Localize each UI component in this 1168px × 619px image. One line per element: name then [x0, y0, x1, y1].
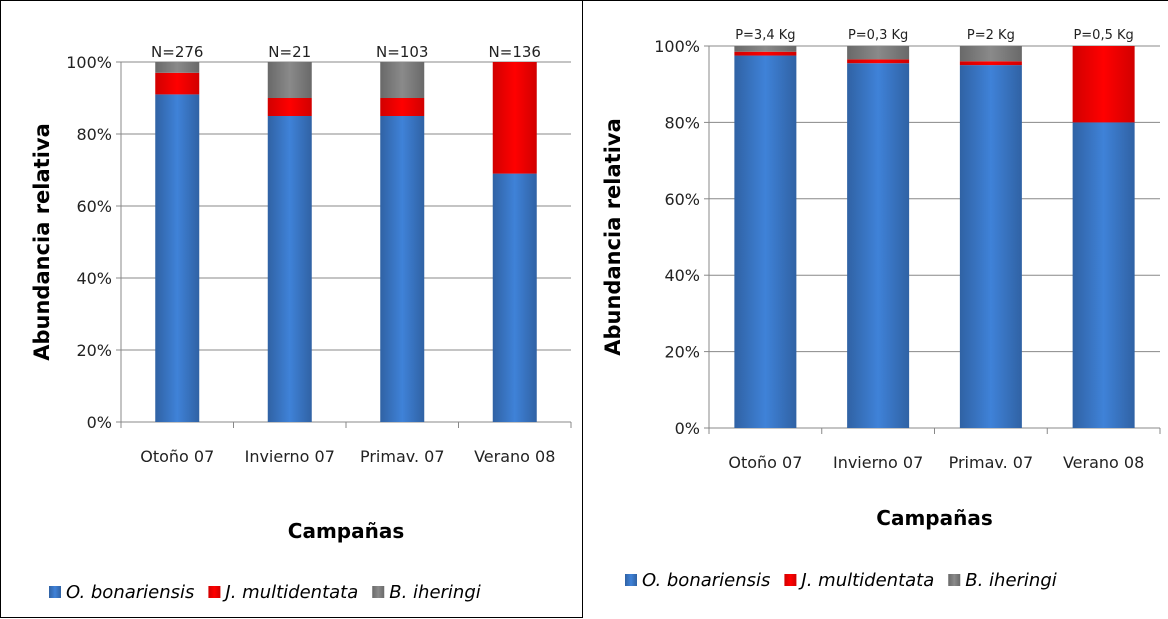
y-tick-label: 60% [76, 197, 112, 216]
bar-top-label: N=103 [376, 43, 428, 61]
y-tick-label: 100% [66, 53, 112, 72]
bar-top-label: P=0,3 Kg [848, 28, 908, 43]
bar-top-label: N=21 [268, 43, 311, 61]
y-tick-label: 100% [654, 37, 700, 56]
bar-o--bonariensis [155, 94, 200, 423]
chart-left: 0% 20% 40% 60% 80% 100% Otoño 07 N=276 Invierno … [30, 43, 572, 603]
bar-b--iheringi [267, 62, 312, 98]
y-tick-label: 80% [76, 125, 112, 144]
legend-label: B. iheringi [965, 570, 1057, 591]
bar-j--multidentata [155, 72, 200, 95]
chart-right: 0% 20% 40% 60% 80% 100% Otoño 07 P=3,4 Kg Invier… [601, 28, 1161, 591]
bar-top-label: N=136 [489, 43, 541, 61]
bar-j--multidentata [847, 59, 910, 64]
y-tick-label: 80% [664, 113, 700, 132]
x-tick-label: Primav. 07 [360, 447, 445, 466]
bar-b--iheringi [847, 46, 910, 60]
bar-top-label: P=0,5 Kg [1073, 28, 1133, 43]
x-tick-label: Invierno 07 [245, 447, 335, 466]
y-tick-label: 0% [87, 413, 112, 432]
bar-top-label: P=2 Kg [967, 28, 1015, 43]
legend-label: B. iheringi [389, 582, 481, 603]
bar-b--iheringi [734, 46, 797, 52]
x-tick-label: Otoño 07 [140, 447, 214, 466]
bar-b--iheringi [959, 46, 1022, 62]
y-tick-label: 40% [664, 266, 700, 285]
legend-swatch [948, 574, 961, 586]
chart-left-panel: 0% 20% 40% 60% 80% 100% Otoño 07 N=276 Invierno … [0, 0, 583, 618]
chart-right-panel: 0% 20% 40% 60% 80% 100% Otoño 07 P=3,4 Kg Invier… [582, 0, 1168, 618]
y-tick-label: 0% [675, 419, 700, 438]
bar-top-label: P=3,4 Kg [735, 28, 795, 43]
bar-o--bonariensis [847, 63, 910, 428]
legend-swatch [49, 586, 61, 598]
bar-j--multidentata [492, 62, 537, 174]
legend-swatch [208, 586, 221, 598]
bar-j--multidentata [1072, 46, 1135, 123]
bar-top-label: N=276 [151, 43, 203, 61]
legend-swatch [784, 574, 797, 586]
y-tick-label: 20% [76, 341, 112, 360]
legend-label: O. bonariensis [66, 582, 194, 603]
bar-b--iheringi [380, 62, 425, 98]
legend-label: O. bonariensis [642, 570, 770, 591]
y-tick-label: 60% [664, 190, 700, 209]
x-tick-label: Primav. 07 [949, 453, 1034, 472]
y-tick-label: 40% [76, 269, 112, 288]
bar-b--iheringi [155, 62, 200, 73]
legend-swatch [625, 574, 637, 586]
bar-o--bonariensis [492, 173, 537, 422]
bar-j--multidentata [959, 61, 1022, 66]
bar-o--bonariensis [959, 65, 1022, 428]
bar-j--multidentata [267, 98, 312, 116]
bar-j--multidentata [734, 51, 797, 56]
bar-o--bonariensis [267, 116, 312, 422]
x-tick-label: Verano 08 [1063, 453, 1144, 472]
bar-o--bonariensis [734, 55, 797, 429]
y-tick-label: 20% [664, 343, 700, 362]
x-axis-title: Campañas [876, 506, 992, 530]
legend-label: J. multidentata [222, 582, 358, 603]
x-tick-label: Otoño 07 [728, 453, 802, 472]
x-axis-title: Campañas [288, 519, 404, 543]
bar-o--bonariensis [1072, 122, 1135, 429]
bar-o--bonariensis [380, 116, 425, 422]
y-axis-title: Abundancia relativa [30, 123, 54, 361]
x-tick-label: Invierno 07 [833, 453, 923, 472]
bar-j--multidentata [380, 98, 425, 116]
legend-swatch [372, 586, 385, 598]
y-axis-title: Abundancia relativa [601, 118, 625, 356]
legend-label: J. multidentata [798, 570, 934, 591]
x-tick-label: Verano 08 [474, 447, 555, 466]
